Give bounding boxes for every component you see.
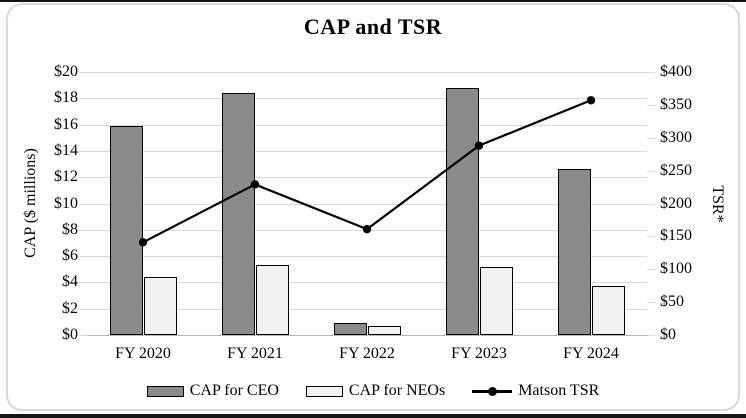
bar-cap-for-ceo-fy-2023 [446,87,479,335]
right-axis-tick [647,302,655,304]
left-axis-tick-label: $20 [54,63,78,80]
gridline [87,98,647,100]
x-axis-label: FY 2020 [115,345,171,362]
left-axis-tick [79,150,87,152]
gridline [87,282,647,284]
right-axis-tick [647,72,655,73]
gridline [87,124,647,126]
left-axis-tick-label: $12 [54,168,78,186]
legend-item-cap-for-ceo: CAP for CEO [146,382,279,400]
legend: CAP for CEO CAP for NEOs Matson TSR [0,379,746,403]
left-axis-tick-label: $18 [54,89,78,107]
cap-for-ceo-swatch-icon [146,385,184,397]
bar-cap-for-neos-fy-2023 [480,266,513,335]
bar-cap-for-ceo-fy-2024 [558,169,591,335]
gridline [87,256,647,258]
left-axis-tick [79,203,87,205]
x-axis-label: FY 2024 [563,345,619,362]
legend-label: CAP for NEOs [348,382,446,399]
page-bottom-edge [0,414,746,418]
gridline [87,335,647,336]
chart-title: CAP and TSR [303,14,443,39]
right-axis-tick-label: $300 [660,128,692,146]
gridline [87,150,647,152]
right-axis-tick-label: $250 [660,161,692,179]
bar-cap-for-neos-fy-2020 [144,277,177,335]
right-axis-tick-label: $0 [660,326,676,343]
gridline [87,308,647,310]
bar-cap-for-neos-fy-2024 [592,286,625,335]
left-axis-tick [79,229,87,231]
bar-cap-for-neos-fy-2022 [368,325,401,335]
left-axis-tick [79,177,87,179]
bar-cap-for-neos-fy-2021 [256,265,289,335]
right-axis-tick-label: $50 [660,293,684,311]
x-axis-label: FY 2023 [451,345,507,362]
left-axis-tick [79,256,87,258]
left-axis-tick-label: $16 [54,115,78,133]
page-top-edge [0,0,746,2]
right-axis-tick [647,104,655,106]
left-axis-tick-label: $14 [54,141,78,159]
left-axis-tick-label: $8 [62,220,78,238]
cap-for-neos-swatch-icon [305,385,343,397]
left-axis-tick [79,72,87,73]
legend-item-cap-for-neos: CAP for NEOs [305,382,446,400]
left-axis-tick-label: $6 [62,247,78,265]
left-axis-tick [79,335,87,336]
bar-cap-for-ceo-fy-2022 [334,323,367,335]
x-axis-label: FY 2021 [227,345,283,362]
right-axis-tick-label: $150 [660,227,692,245]
left-axis-tick [79,98,87,100]
tsr-line-marker-icon [472,385,513,397]
right-axis-tick [647,236,655,238]
right-axis-tick-label: $100 [660,260,692,278]
x-axis-label: FY 2022 [339,345,395,362]
left-axis-tick [79,282,87,284]
right-axis-tick [647,137,655,139]
left-axis-tick [79,308,87,310]
bar-cap-for-ceo-fy-2020 [110,125,143,335]
right-axis-tick-label: $400 [660,63,692,80]
gridline [87,72,647,73]
legend-label: Matson TSR [518,382,600,399]
legend-label: CAP for CEO [189,382,279,399]
right-axis-tick [647,269,655,271]
bar-cap-for-ceo-fy-2021 [222,93,255,335]
right-axis-tick [647,335,655,336]
right-axis-tick-label: $200 [660,194,692,212]
tsr-line [142,99,592,244]
right-axis-tick [647,203,655,205]
legend-item-matson-tsr: Matson TSR [472,382,599,400]
right-axis-tick-label: $350 [660,95,692,113]
left-axis-tick-label: $10 [54,194,78,212]
left-axis-tick-label: $0 [62,326,78,343]
left-axis-tick [79,124,87,126]
right-axis-tick [647,170,655,172]
left-axis-tick-label: $2 [62,299,78,317]
left-axis-tick-label: $4 [62,273,78,291]
